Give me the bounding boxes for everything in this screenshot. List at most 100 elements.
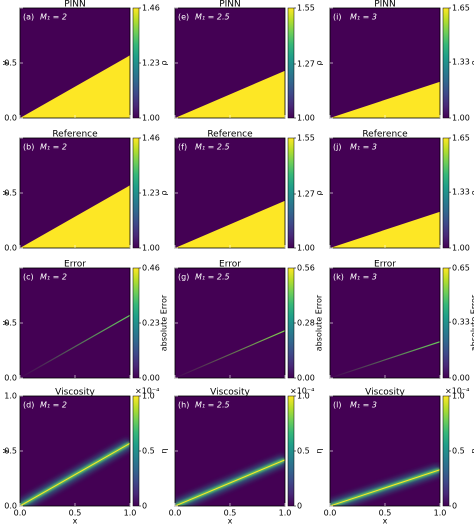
colorbar-tick-label: 1.00 (297, 244, 315, 253)
colorbar-tick-label: 0.5 (452, 447, 465, 456)
y-tick-label: 0.5 (4, 319, 17, 328)
y-tick-label: 0.0 (4, 374, 17, 383)
colorbar (287, 7, 295, 119)
colorbar-tick-label: 0 (297, 502, 302, 511)
colorbar-tick-label: 1.00 (142, 244, 160, 253)
colorbar-tick-label: 1.23 (142, 59, 160, 68)
x-tick-label: 0.0 (169, 509, 182, 518)
panel-title: Reference (207, 130, 253, 140)
colorbar (132, 267, 140, 379)
y-tick-label: 0.5 (4, 447, 17, 456)
colorbar-tick-label: 0.00 (452, 374, 470, 383)
colorbar-offset: ×10⁻⁴ (290, 387, 314, 396)
panel-case: M₁ = 2 (40, 143, 67, 152)
panel-case: M₁ = 2 (40, 273, 67, 282)
colorbar-offset: ×10⁻⁴ (445, 387, 469, 396)
y-axis-label: y (1, 60, 10, 65)
panel-tag: (e) (178, 13, 189, 22)
colorbar-label: ρ (160, 190, 169, 195)
colorbar-tick-label: 1.46 (142, 134, 160, 143)
colorbar (132, 137, 140, 249)
colorbar-tick-label: 1.00 (452, 244, 470, 253)
colorbar-tick-label: 1.46 (142, 4, 160, 13)
colorbar-tick-label: 1.00 (297, 114, 315, 123)
viscosity-core (20, 442, 130, 506)
viscosity-core (175, 459, 285, 506)
colorbar-tick-label: 0 (452, 502, 457, 511)
panel (20, 138, 130, 248)
colorbar-tick-label: 0.5 (142, 447, 155, 456)
panel-title: PINN (64, 0, 86, 10)
colorbar-label: η (470, 448, 474, 453)
colorbar-label: absolute Error (160, 294, 169, 351)
x-tick-label: 1.0 (434, 509, 447, 518)
colorbar-tick-label: 0.5 (297, 447, 310, 456)
colorbar (442, 137, 450, 249)
y-axis-label: y (1, 190, 10, 195)
panel-title: Viscosity (55, 388, 95, 398)
panel (175, 138, 285, 248)
x-tick-label: 0.5 (379, 509, 392, 518)
panel-tag: (d) (23, 401, 34, 410)
colorbar-label: ρ (160, 60, 169, 65)
colorbar-label: absolute Error (315, 294, 324, 351)
x-tick-label: 1.0 (124, 509, 137, 518)
y-tick-label: 0.5 (4, 59, 17, 68)
shocked-region (330, 81, 440, 118)
panel-case: M₁ = 3 (350, 401, 377, 410)
panel-title: Viscosity (365, 388, 405, 398)
panel (330, 396, 440, 506)
shocked-region (175, 70, 285, 118)
error-line (20, 314, 130, 378)
panel (20, 8, 130, 118)
panel-title: PINN (219, 0, 241, 10)
colorbar-tick-label: 0.33 (452, 318, 470, 327)
x-tick-label: 0.5 (224, 509, 237, 518)
colorbar-label: ρ (315, 190, 324, 195)
y-tick-label: 1.0 (4, 392, 17, 401)
panel-title: Reference (52, 130, 98, 140)
error-line (175, 330, 285, 378)
panel-case: M₁ = 2.5 (195, 401, 230, 410)
colorbar-tick-label: 1.33 (452, 188, 470, 197)
panel-case: M₁ = 3 (350, 13, 377, 22)
y-tick-label: 0.0 (4, 114, 17, 123)
colorbar-label: η (315, 448, 324, 453)
viscosity-core (330, 469, 440, 506)
y-tick-label: 0.0 (4, 244, 17, 253)
panel (330, 138, 440, 248)
panel-tag: (h) (178, 401, 189, 410)
x-tick-label: 0.0 (14, 509, 27, 518)
y-axis-label: y (1, 320, 10, 325)
panel-tag: (b) (23, 143, 34, 152)
colorbar-tick-label: 0.00 (297, 374, 315, 383)
panel (175, 396, 285, 506)
panel (330, 8, 440, 118)
shocked-region (330, 211, 440, 248)
colorbar-tick-label: 0.46 (142, 264, 160, 273)
panel (330, 268, 440, 378)
shocked-region (175, 200, 285, 248)
colorbar-tick-label: 0 (142, 502, 147, 511)
colorbar-tick-label: 1.27 (297, 60, 315, 69)
shocked-region (20, 185, 130, 248)
colorbar-tick-label: 0.56 (297, 264, 315, 273)
error-line (330, 341, 440, 378)
panel (20, 268, 130, 378)
x-axis-label: x (383, 517, 388, 524)
colorbar-tick-label: 0.00 (142, 374, 160, 383)
panel-case: M₁ = 2.5 (195, 273, 230, 282)
y-axis-label: y (1, 448, 10, 453)
colorbar-tick-label: 1.65 (452, 4, 470, 13)
field-background (175, 268, 285, 378)
colorbar-offset: ×10⁻⁴ (135, 387, 159, 396)
x-axis-label: x (228, 517, 233, 524)
colorbar-label: ρ (470, 60, 474, 65)
panel-case: M₁ = 2 (40, 13, 67, 22)
y-tick-label: 0.0 (4, 502, 17, 511)
colorbar (287, 137, 295, 249)
colorbar-tick-label: 0.65 (452, 264, 470, 273)
panel-case: M₁ = 2.5 (195, 13, 230, 22)
colorbar-tick-label: 1.55 (297, 4, 315, 13)
